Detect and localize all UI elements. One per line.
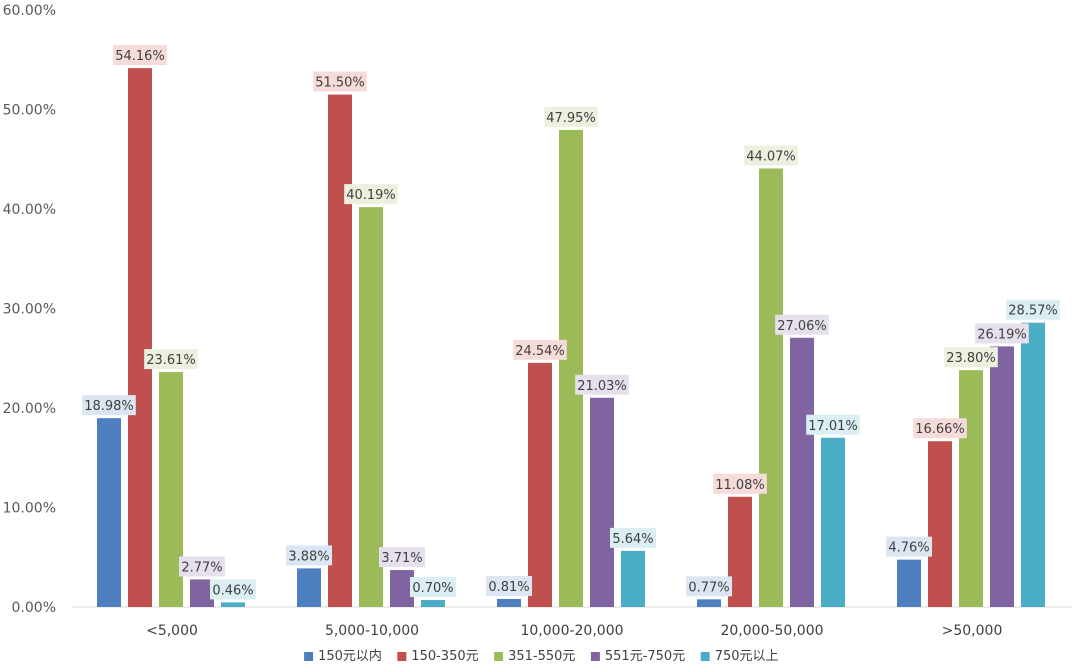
data-label-bg (575, 374, 629, 395)
data-label-bg (179, 556, 225, 577)
data-label: 24.54% (515, 344, 565, 359)
x-category-label: 5,000-10,000 (325, 623, 419, 639)
y-tick-label: 0.00% (12, 600, 56, 616)
data-label-bg (806, 414, 860, 435)
x-axis: <5,000 5,000-10,000 10,000-20,000 20,000-50… (146, 623, 1002, 639)
data-label-bg (144, 349, 198, 370)
legend-swatch (397, 652, 407, 661)
data-label-bg (610, 527, 656, 548)
y-tick-label: 40.00% (3, 202, 56, 218)
data-label-bg (713, 473, 767, 494)
data-label-bg (886, 536, 932, 557)
data-label: 0.81% (488, 580, 529, 595)
data-label-bg (544, 106, 598, 127)
legend-swatch (304, 652, 314, 661)
y-tick-label: 20.00% (3, 401, 56, 417)
data-label: 3.88% (288, 549, 329, 564)
data-label: 44.07% (746, 150, 796, 165)
bar (359, 207, 383, 607)
legend: 150元以内 150-350元 351-550元 551元-750元 750元以上 (304, 648, 779, 664)
data-label-bg (775, 314, 829, 335)
data-label: 26.19% (977, 327, 1027, 342)
data-label-bg (344, 184, 398, 205)
data-label: 0.46% (212, 583, 253, 598)
data-label: 17.01% (808, 419, 858, 434)
data-label-bg (686, 576, 732, 597)
bar (621, 550, 645, 607)
bar (297, 568, 321, 607)
x-category-label: 10,000-20,000 (520, 623, 623, 639)
data-label: 2.77% (181, 560, 222, 575)
bar (590, 397, 614, 607)
y-tick-label: 60.00% (3, 3, 56, 19)
data-label-bg (410, 577, 456, 598)
data-label: 21.03% (577, 379, 627, 394)
bar (759, 168, 783, 608)
x-category-label: >50,000 (942, 623, 1003, 639)
y-tick-label: 30.00% (3, 302, 56, 318)
data-label: 51.50% (315, 76, 365, 91)
y-tick-label: 10.00% (3, 501, 56, 517)
bar (697, 599, 721, 607)
x-category-label: <5,000 (146, 623, 198, 639)
legend-label: 551元-750元 (605, 649, 685, 664)
bar (128, 68, 152, 607)
data-label: 23.80% (946, 351, 996, 366)
data-label: 28.57% (1008, 304, 1058, 319)
legend-label: 750元以上 (715, 649, 779, 664)
legend-swatch (700, 652, 710, 661)
bars (97, 68, 1045, 608)
bar (990, 346, 1014, 607)
bar (221, 602, 245, 607)
data-label: 18.98% (84, 399, 134, 414)
bar (497, 598, 521, 607)
data-label-bg (210, 579, 256, 600)
legend-swatch (590, 652, 600, 661)
data-labels: 18.98% 54.16% 23.61% 2.77% 0.46% 3.88% 51.50% 4… (82, 45, 1060, 600)
bar (559, 129, 583, 607)
x-category-label: 20,000-50,000 (720, 623, 823, 639)
data-label: 5.64% (612, 532, 653, 547)
data-label: 16.66% (915, 422, 965, 437)
data-label: 54.16% (115, 49, 165, 64)
legend-label: 351-550元 (508, 649, 575, 664)
data-label-bg (744, 145, 798, 166)
bar (959, 370, 983, 607)
data-label: 11.08% (715, 478, 765, 493)
data-label: 0.70% (412, 581, 453, 596)
data-label: 40.19% (346, 188, 396, 203)
bar (1021, 322, 1045, 607)
legend-label: 150-350元 (411, 649, 478, 664)
data-label-bg (82, 395, 136, 416)
data-label-bg (486, 575, 532, 596)
legend-label: 150元以内 (318, 648, 382, 664)
data-label: 4.76% (888, 541, 929, 556)
data-label-bg (513, 339, 567, 360)
data-label: 0.77% (688, 580, 729, 595)
data-label-bg (286, 545, 332, 566)
data-label-bg (1006, 299, 1060, 320)
data-label: 3.71% (381, 551, 422, 566)
y-axis: 0.00% 10.00% 20.00% 30.00% 40.00% 50.00% 60.00… (3, 3, 56, 616)
y-tick-label: 50.00% (3, 103, 56, 119)
bar (821, 437, 845, 607)
bar (928, 441, 952, 607)
data-label: 47.95% (546, 111, 596, 126)
legend-swatch (494, 652, 504, 661)
data-label-bg (975, 323, 1029, 344)
bar (328, 94, 352, 607)
data-label: 27.06% (777, 319, 827, 334)
bar (528, 362, 552, 607)
bar (790, 337, 814, 607)
bar (897, 559, 921, 607)
data-label-bg (944, 347, 998, 368)
data-label: 23.61% (146, 353, 196, 368)
bar (421, 600, 445, 607)
data-label-bg (913, 418, 967, 439)
data-label-bg (313, 71, 367, 92)
data-label-bg (379, 547, 425, 568)
data-label-bg (113, 45, 167, 66)
bar (97, 418, 121, 607)
